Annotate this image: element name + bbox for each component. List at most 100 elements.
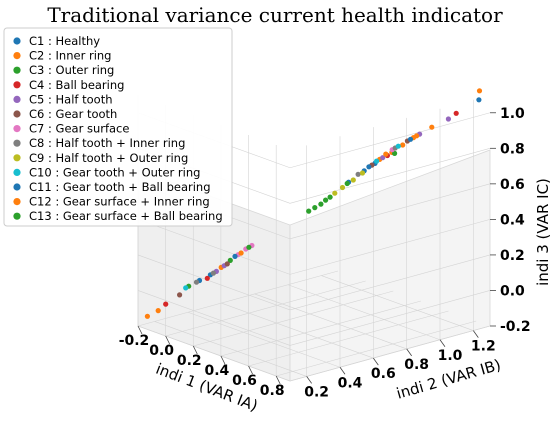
legend-label-10: C11 : Gear tooth + Ball bearing	[29, 180, 211, 194]
legend-marker-9	[13, 168, 21, 176]
legend-marker-4	[13, 95, 21, 103]
point-s8-2	[350, 177, 356, 183]
tick-label-z-6: 1.0	[500, 106, 525, 122]
point-s5-0	[177, 292, 183, 298]
tick-mark-x-5	[275, 375, 281, 385]
grid-y-floor-3	[254, 293, 407, 350]
grid-z-right-2	[289, 254, 491, 311]
legend-marker-3	[13, 81, 21, 89]
point-s5-1	[224, 261, 230, 267]
grid-y-floor-4	[287, 284, 441, 341]
grid-y-floor-0	[154, 321, 307, 377]
grid-x-floor-3	[220, 300, 421, 357]
point-s9-2	[395, 143, 401, 149]
legend-marker-2	[13, 66, 21, 74]
point-s2-2	[306, 208, 312, 214]
grid-z-right-4	[289, 183, 491, 240]
grid-z-left-2	[137, 254, 291, 311]
grid-x-floor-0	[137, 270, 339, 327]
point-s0-5	[476, 97, 482, 103]
point-s10-2	[407, 136, 414, 142]
grid-y-floor-2	[221, 302, 374, 359]
grid-y-floor-1	[187, 311, 341, 368]
tick-mark-y-3	[406, 348, 412, 357]
point-s4-2	[380, 155, 386, 161]
grid-x-floor-1	[165, 280, 366, 337]
point-s2-1	[227, 257, 233, 263]
legend-label-9: C10 : Gear tooth + Outer ring	[29, 165, 200, 179]
point-s3-3	[453, 110, 459, 116]
tick-mark-x-3	[220, 355, 226, 365]
legend-label-5: C6 : Gear tooth	[29, 107, 117, 121]
legend-label-6: C7 : Gear surface	[29, 122, 129, 136]
grid-z-right-6	[289, 112, 491, 169]
point-s3-1	[204, 275, 210, 281]
point-s7-0	[193, 279, 200, 285]
point-s2-4	[327, 194, 333, 200]
point-s12-2	[323, 197, 329, 203]
point-s1-1	[155, 308, 161, 314]
grid-z-right-5	[289, 148, 491, 204]
legend-marker-7	[13, 139, 21, 147]
point-s12-0	[246, 244, 252, 250]
legend-label-4: C5 : Half tooth	[29, 92, 113, 106]
tick-label-z-1: 0.0	[500, 283, 525, 299]
legend-label-11: C12 : Gear surface + Inner ring	[29, 195, 210, 209]
legend-marker-5	[13, 110, 21, 118]
tick-label-x-3: 0.4	[205, 363, 230, 379]
grid-x-floor-4	[248, 310, 449, 367]
tick-mark-x-2	[192, 345, 198, 355]
legend-label-2: C3 : Outer ring	[29, 63, 114, 77]
legend-marker-10	[13, 183, 21, 191]
grid-z-left-3	[137, 219, 291, 275]
grid-z-left-0	[137, 325, 291, 382]
point-s12-1	[312, 205, 318, 211]
tick-label-y-1: 0.4	[338, 375, 363, 391]
tick-mark-y-5	[473, 330, 479, 338]
tick-label-y-4: 1.0	[438, 348, 463, 364]
tick-mark-x-1	[165, 335, 170, 345]
legend-label-8: C9 : Half tooth + Outer ring	[29, 151, 188, 165]
point-s10-1	[366, 164, 372, 170]
grid-z-right-1	[289, 290, 491, 346]
grid-x-floor-2	[193, 290, 394, 347]
point-s8-1	[339, 184, 346, 191]
tick-mark-y-1	[339, 367, 346, 375]
point-s1-7	[476, 88, 483, 94]
tick-label-z-2: 0.2	[500, 248, 525, 264]
point-s11-2	[414, 133, 420, 139]
point-s3-0	[163, 301, 169, 307]
tick-label-z-4: 0.6	[500, 177, 525, 193]
tick-label-z-5: 0.8	[500, 141, 525, 157]
tick-label-x-5: 0.8	[260, 383, 285, 399]
tick-label-y-0: 0.2	[304, 384, 329, 400]
tick-mark-x-4	[248, 365, 253, 375]
tick-mark-y-0	[306, 376, 312, 384]
legend-label-12: C13 : Gear surface + Ball bearing	[29, 209, 223, 223]
legend-marker-6	[13, 125, 21, 133]
grid-z-left-1	[137, 290, 291, 346]
legend-label-1: C2 : Inner ring	[29, 49, 111, 63]
grid-z-right-3	[289, 219, 491, 275]
point-s2-5	[392, 150, 398, 156]
legend-label-0: C1 : Healthy	[29, 34, 100, 48]
point-s11-3	[429, 124, 435, 130]
axis-ticks: -0.20.00.20.40.60.8 0.20.40.60.81.01.2-0.…	[119, 106, 531, 401]
tick-label-z-3: 0.4	[500, 212, 525, 228]
tick-label-x-1: 0.0	[149, 343, 174, 359]
legend-marker-0	[13, 37, 21, 45]
tick-label-x-0: -0.2	[119, 333, 150, 349]
tick-label-y-5: 1.2	[471, 339, 496, 355]
tick-mark-y-2	[373, 357, 379, 366]
legend-frame	[3, 27, 233, 227]
grid-y-floor-5	[321, 275, 474, 331]
point-s10-0	[232, 253, 238, 259]
legend-label-3: C4 : Ball bearing	[29, 78, 124, 92]
grid-z-right-0	[289, 325, 491, 382]
point-s8-0	[332, 190, 338, 196]
chart-title: Traditional variance current health indi…	[47, 3, 503, 27]
data-points	[144, 88, 483, 319]
legend-marker-11	[13, 198, 21, 206]
